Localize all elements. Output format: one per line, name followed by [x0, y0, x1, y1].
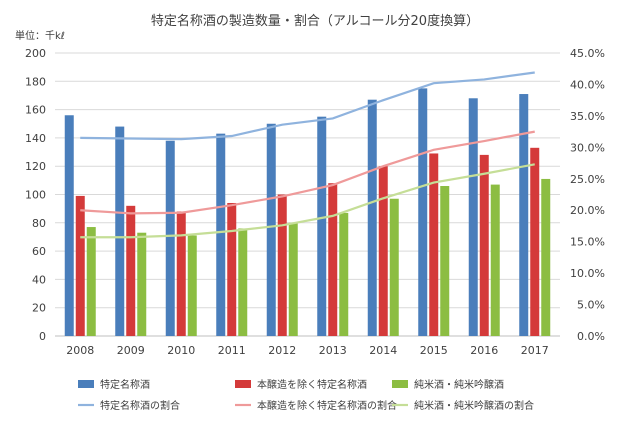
left-axis-tick-label: 160	[25, 104, 46, 117]
left-axis-tick-label: 140	[25, 132, 46, 145]
left-axis-ticks: 0 20 40 60 80 100 120 140 160 180 200	[25, 47, 46, 343]
legend-label: 純米酒・純米吟醸酒	[414, 378, 504, 391]
bar	[367, 99, 377, 336]
bar	[126, 205, 136, 336]
chart-title: 特定名称酒の製造数量・割合（アルコール分20度換算）	[151, 13, 479, 29]
x-axis-tick-label: 2014	[369, 344, 397, 357]
right-axis-tick-label: 0.0%	[577, 330, 605, 343]
x-axis-tick-label: 2013	[319, 344, 347, 357]
left-axis-tick-label: 60	[32, 245, 46, 258]
bar	[176, 211, 186, 336]
legend-label: 特定名称酒	[100, 378, 150, 391]
bar	[227, 202, 237, 336]
x-axis-tick-label: 2016	[470, 344, 498, 357]
bar	[86, 227, 96, 336]
left-axis-tick-label: 120	[25, 160, 46, 173]
bar	[418, 88, 428, 336]
right-axis-ticks: 0.0% 5.0% 10.0% 15.0% 20.0% 25.0% 30.0% 35.0% 40…	[570, 47, 605, 343]
bar	[378, 166, 388, 336]
bar	[479, 154, 489, 336]
series-line	[80, 71, 535, 141]
x-axis-tick-label: 2017	[521, 344, 549, 357]
x-axis-tick-label: 2009	[117, 344, 145, 357]
x-axis-tick-label: 2010	[167, 344, 195, 357]
legend-label: 純米酒・純米吟醸酒の割合	[414, 399, 534, 412]
bar	[389, 198, 399, 336]
left-axis-tick-label: 100	[25, 189, 46, 202]
bar	[468, 98, 478, 336]
x-axis-tick-label: 2015	[420, 344, 448, 357]
right-axis-tick-label: 45.0%	[570, 47, 605, 60]
bar	[115, 126, 125, 336]
bar	[137, 232, 147, 336]
legend-label: 本醸造を除く特定名称酒の割合	[257, 399, 397, 412]
right-axis-tick-label: 20.0%	[570, 204, 605, 217]
bar	[238, 228, 248, 336]
right-axis-tick-label: 30.0%	[570, 141, 605, 154]
right-axis-tick-label: 15.0%	[570, 236, 605, 249]
line-series-group	[80, 71, 535, 239]
bar	[75, 195, 85, 336]
bar	[266, 123, 276, 336]
legend-swatch	[78, 380, 94, 388]
left-axis-tick-label: 0	[39, 330, 46, 343]
left-axis-tick-label: 20	[32, 302, 46, 315]
right-axis-tick-label: 25.0%	[570, 173, 605, 186]
bar	[165, 140, 175, 336]
bar	[64, 115, 74, 336]
legend-swatch	[392, 380, 408, 388]
legend-swatch	[235, 380, 251, 388]
unit-label: 単位：千kℓ	[15, 29, 65, 42]
right-axis-tick-label: 35.0%	[570, 110, 605, 123]
left-axis-tick-label: 40	[32, 273, 46, 286]
bar	[490, 184, 500, 336]
bar	[519, 94, 529, 336]
series-line	[80, 130, 535, 215]
bar	[277, 194, 287, 336]
legend-label: 特定名称酒の割合	[100, 399, 180, 412]
left-axis-tick-label: 180	[25, 75, 46, 88]
bar	[530, 147, 540, 336]
bar	[328, 183, 338, 336]
bar	[216, 133, 226, 336]
right-axis-tick-label: 5.0%	[577, 299, 605, 312]
right-axis-tick-label: 40.0%	[570, 78, 605, 91]
series-line	[80, 163, 535, 239]
left-axis-tick-label: 80	[32, 217, 46, 230]
bar	[339, 212, 349, 336]
bar	[429, 153, 439, 336]
bar	[288, 222, 298, 336]
x-axis-tick-label: 2011	[218, 344, 246, 357]
bar-series-group	[64, 88, 551, 336]
right-axis-tick-label: 10.0%	[570, 267, 605, 280]
x-axis-tick-label: 2008	[66, 344, 94, 357]
bar	[317, 116, 327, 336]
bar	[541, 178, 551, 336]
legend-label: 本醸造を除く特定名称酒	[257, 378, 367, 391]
x-axis-tick-label: 2012	[268, 344, 296, 357]
x-axis-ticks: 2008 2009 2010 2011 2012 2013 2014 2015 2016 2017	[66, 344, 549, 357]
bar	[440, 186, 450, 336]
left-axis-tick-label: 200	[25, 47, 46, 60]
bar	[187, 235, 197, 336]
